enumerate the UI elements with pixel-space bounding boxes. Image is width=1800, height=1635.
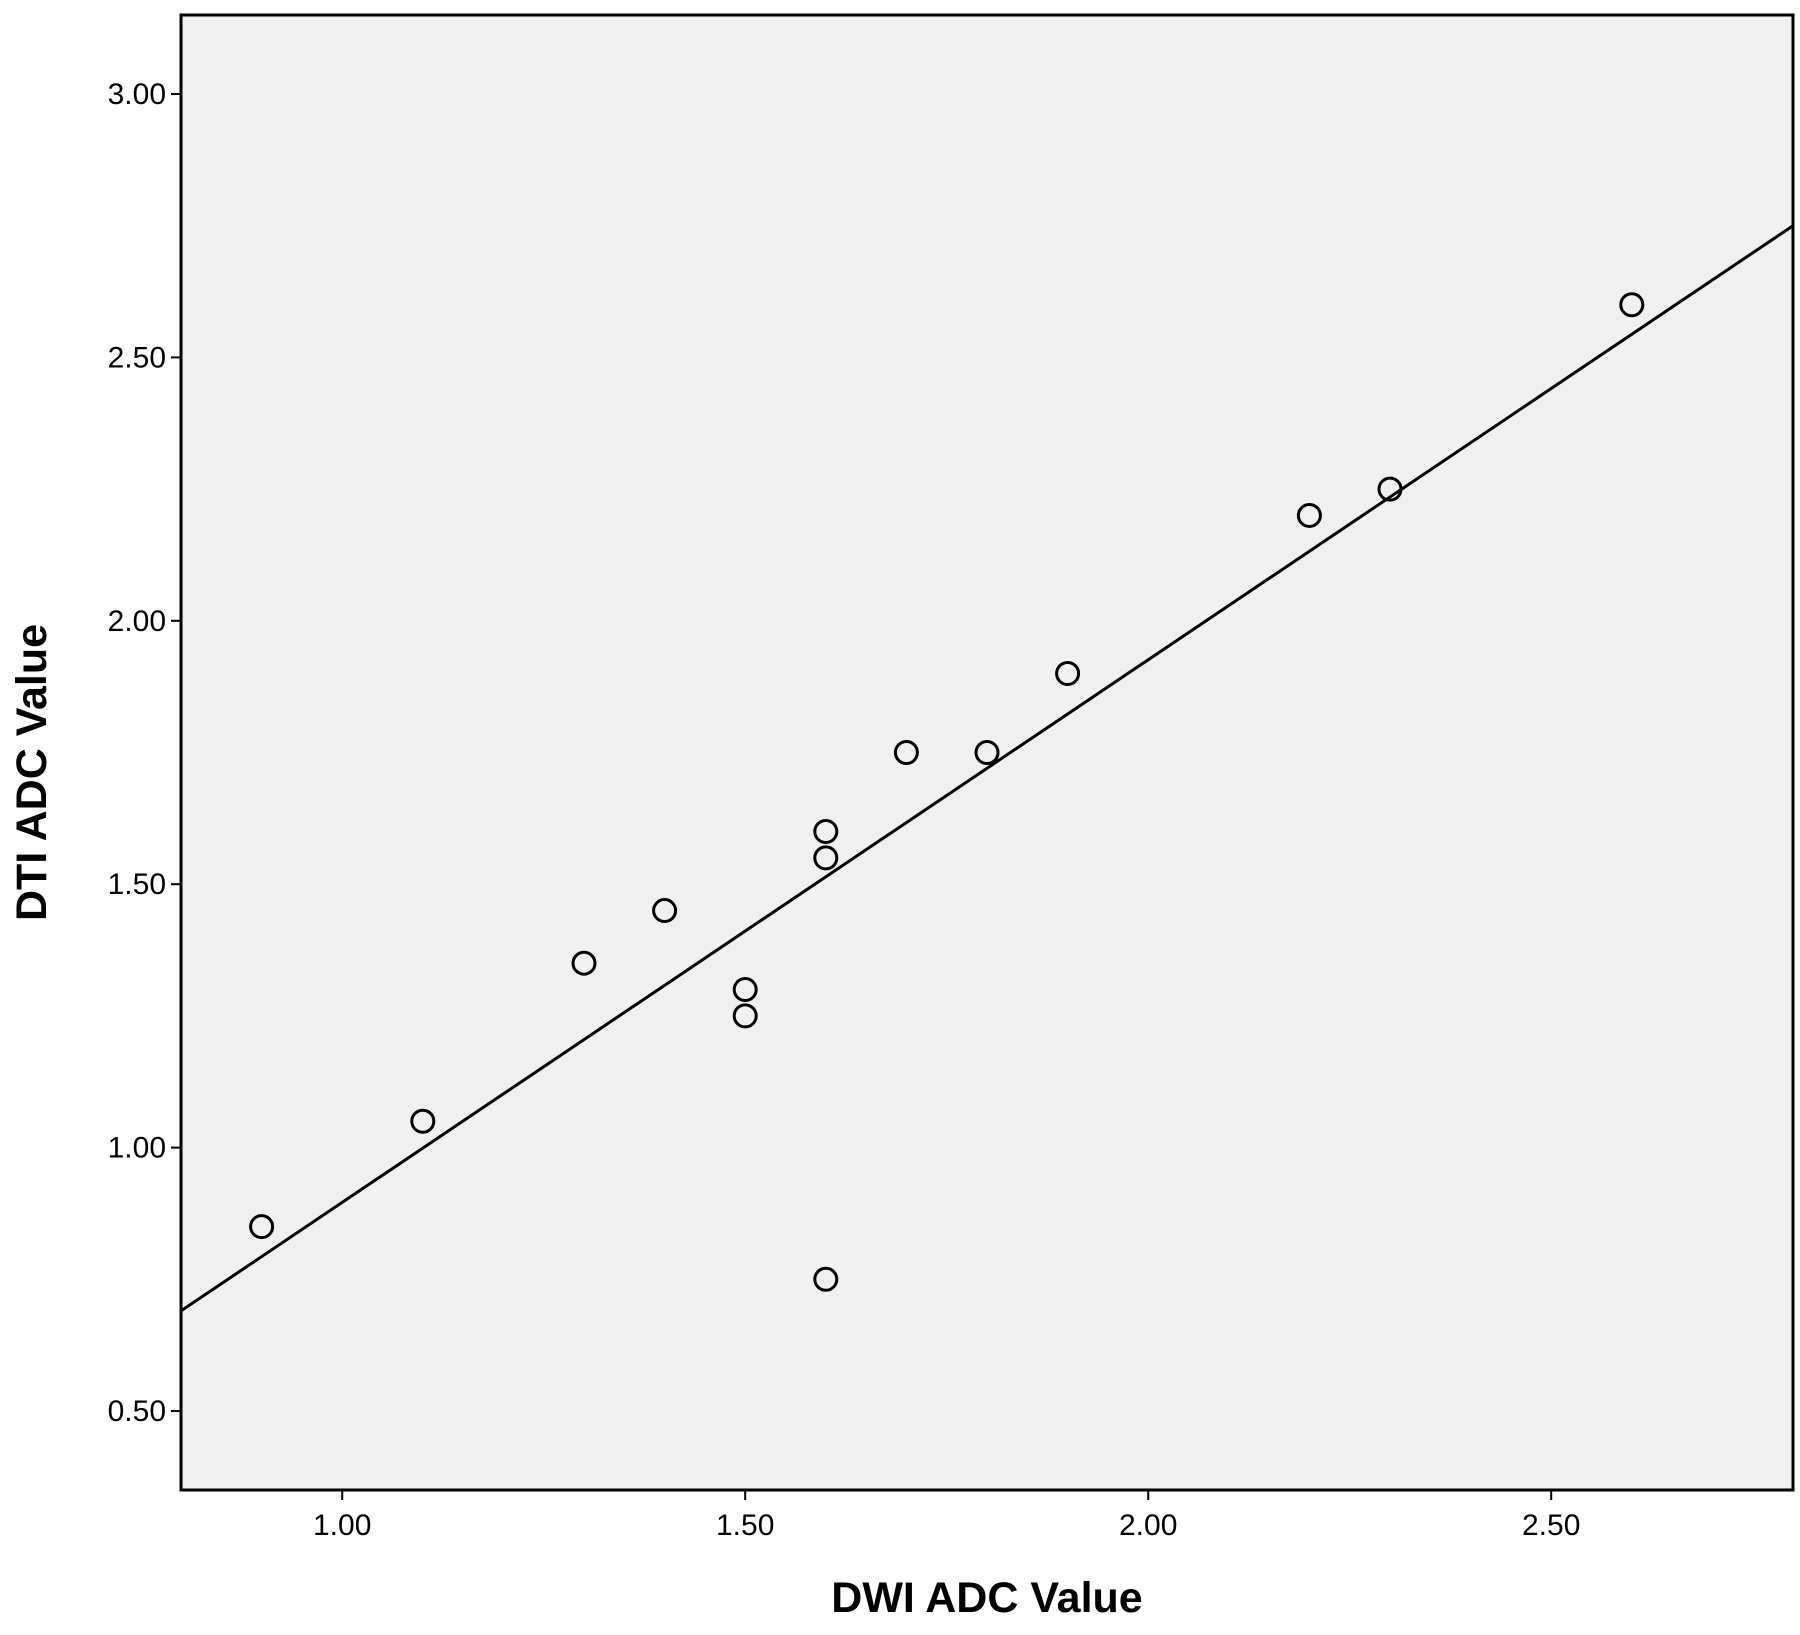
y-tick-label: 3.00	[108, 78, 166, 111]
data-point	[1055, 660, 1081, 686]
data-point	[893, 740, 919, 765]
data-point	[1619, 292, 1645, 318]
x-tick-label: 1.00	[313, 1509, 371, 1542]
data-points	[249, 292, 1645, 1292]
data-point	[249, 1214, 275, 1240]
y-tick-label: 0.50	[108, 1395, 166, 1428]
plot-area	[179, 13, 1795, 1492]
data-point	[813, 1266, 839, 1292]
y-axis-title: DTI ADC Value	[8, 624, 56, 921]
data-point	[410, 1108, 436, 1134]
data-point	[813, 819, 839, 845]
data-point	[813, 845, 839, 871]
x-tick-label: 2.00	[1119, 1509, 1177, 1542]
y-tick-label: 1.50	[108, 868, 166, 901]
data-point	[1377, 476, 1403, 502]
fit-line	[180, 224, 1794, 1313]
x-tick-label: 1.50	[716, 1509, 774, 1542]
y-tick-label: 2.50	[108, 341, 166, 374]
y-tick-label: 1.00	[108, 1132, 166, 1165]
x-tick-label: 2.50	[1522, 1509, 1580, 1542]
x-axis-title: DWI ADC Value	[831, 1574, 1142, 1622]
data-point	[732, 977, 758, 1003]
data-point	[974, 740, 1000, 765]
y-axis: 0.50 1.00 1.50 2.00 2.50 3.00	[108, 78, 181, 1428]
data-point	[652, 898, 678, 924]
y-tick-label: 2.00	[108, 605, 166, 638]
data-point	[732, 1003, 758, 1029]
data-point	[571, 950, 597, 976]
data-point	[1296, 502, 1322, 528]
x-axis: 1.00 1.50 2.00 2.50	[313, 1490, 1580, 1542]
